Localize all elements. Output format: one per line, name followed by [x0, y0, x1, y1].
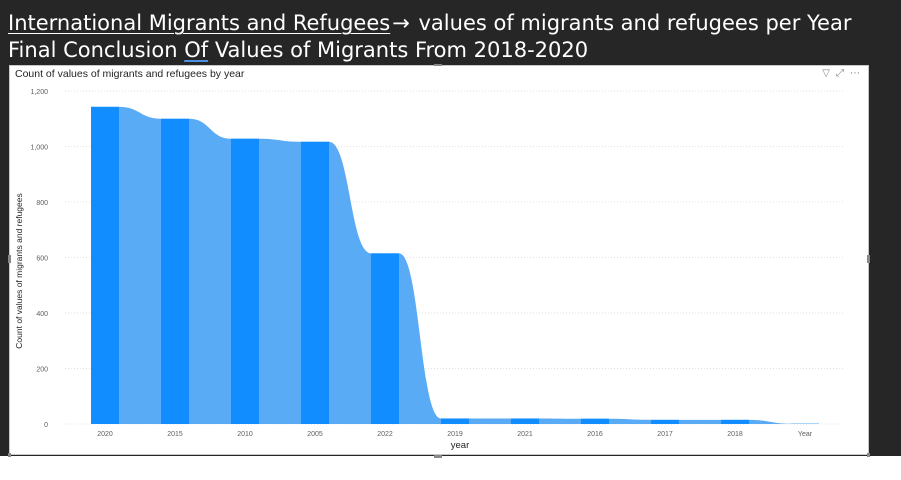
canvas-below: [0, 456, 901, 480]
subtitle-suffix: Values of Migrants From 2018-2020: [208, 38, 589, 62]
bar[interactable]: [301, 141, 329, 424]
x-tick-label: 2017: [657, 431, 673, 438]
bar[interactable]: [231, 138, 259, 424]
x-tick-label: 2015: [167, 431, 183, 438]
chart-visual[interactable]: Count of values of migrants and refugees…: [9, 65, 869, 455]
subtitle-prefix: Final Conclusion: [8, 38, 185, 62]
resize-handle-bottom-right[interactable]: [867, 453, 870, 457]
filter-icon[interactable]: ▽: [822, 68, 830, 79]
subtitle-of-word: Of: [184, 38, 209, 62]
y-tick-label: 400: [36, 311, 48, 318]
bar[interactable]: [161, 118, 189, 424]
resize-handle-left[interactable]: [8, 255, 11, 263]
y-tick-label: 600: [36, 256, 48, 263]
bar[interactable]: [581, 418, 609, 424]
x-tick-label: 2021: [517, 431, 533, 438]
x-tick-label: Year: [798, 431, 813, 438]
title-link-text: International Migrants and Refugees: [8, 11, 391, 35]
bar[interactable]: [91, 106, 119, 424]
x-tick-label: 2019: [447, 431, 463, 438]
visual-header-icons: ▽ ⤢ ⋯: [822, 68, 860, 79]
resize-handle-right[interactable]: [867, 255, 870, 263]
y-tick-label: 800: [36, 200, 48, 207]
slide-title-line1: International Migrants and Refugees→ val…: [8, 10, 851, 37]
area-series[interactable]: [91, 106, 819, 424]
y-tick-label: 1,000: [30, 145, 48, 152]
resize-handle-bottom[interactable]: [434, 455, 442, 458]
resize-handle-bottom-left[interactable]: [8, 453, 11, 457]
bar[interactable]: [511, 418, 539, 424]
bar[interactable]: [651, 419, 679, 424]
y-axis-title: Count of values of migrants and refugees: [14, 193, 24, 348]
x-tick-label: 2020: [97, 431, 113, 438]
resize-handle-top[interactable]: [434, 64, 442, 66]
x-tick-label: 2005: [307, 431, 323, 438]
y-tick-label: 200: [36, 367, 48, 374]
slide-subtitle: Final Conclusion Of Values of Migrants F…: [8, 37, 851, 64]
x-tick-label: 2022: [377, 431, 393, 438]
slide-title: International Migrants and Refugees→ val…: [8, 10, 851, 64]
chart-title: Count of values of migrants and refugees…: [15, 68, 245, 80]
x-axis-title: year: [451, 440, 469, 451]
y-tick-label: 1,200: [30, 89, 48, 96]
x-tick-label: 2018: [727, 431, 743, 438]
arrow-right-icon: →: [392, 11, 410, 35]
area-chart: 0 200 400 600 800 1,000 1,200 2020 2015 2010 2005…: [14, 89, 845, 451]
bar[interactable]: [371, 253, 399, 424]
bar[interactable]: [721, 419, 749, 424]
focus-mode-icon[interactable]: ⤢: [836, 68, 844, 79]
x-tick-label: 2010: [237, 431, 253, 438]
y-tick-label: 0: [44, 422, 48, 429]
bar[interactable]: [441, 418, 469, 424]
more-options-icon[interactable]: ⋯: [850, 68, 860, 79]
x-tick-label: 2016: [587, 431, 603, 438]
title-suffix: values of migrants and refugees per Year: [411, 11, 852, 35]
